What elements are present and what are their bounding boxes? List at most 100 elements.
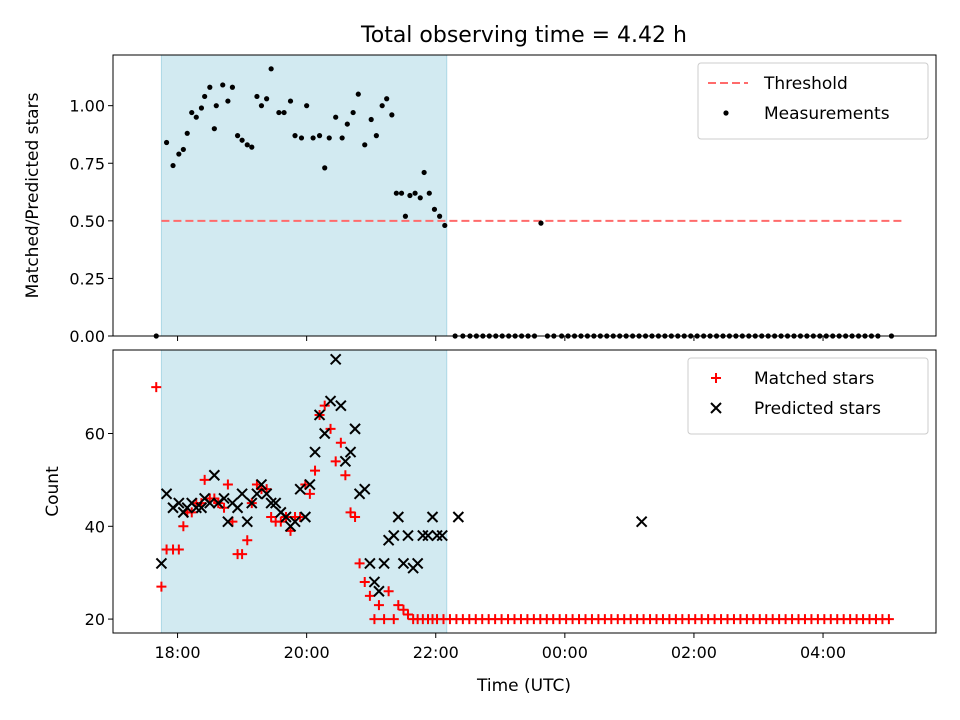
data-point [249, 144, 255, 150]
data-point [198, 105, 205, 111]
y-tick-label: 0.50 [69, 212, 105, 231]
data-point [339, 455, 352, 468]
data-point [359, 483, 371, 495]
data-point [173, 497, 185, 509]
data-point [368, 576, 381, 588]
data-point [426, 511, 439, 523]
data-point [268, 66, 274, 72]
legend: Matched stars Predicted stars [687, 357, 929, 435]
data-point [280, 511, 292, 523]
data-point [231, 502, 244, 514]
data-point [319, 400, 330, 411]
data-point [326, 135, 332, 141]
data-point [151, 382, 162, 393]
data-point [335, 437, 346, 448]
data-point [364, 557, 376, 570]
data-point [389, 112, 395, 118]
data-point [402, 213, 409, 219]
data-point [402, 609, 413, 620]
data-point [304, 103, 310, 109]
data-point [234, 133, 241, 139]
data-point [313, 409, 326, 421]
data-point [431, 206, 438, 212]
plot-frame [112, 349, 937, 634]
data-point [422, 529, 434, 542]
data-point [329, 353, 342, 365]
bottom-panel: 20 40 60 18:00 20:00 22:00 00:00 02:00 04:00 Coun… [43, 349, 937, 662]
data-point [412, 190, 418, 196]
legend-marker [710, 402, 722, 414]
legend-box [697, 62, 929, 140]
data-point [330, 456, 341, 467]
data-point [173, 544, 184, 555]
data-point [431, 529, 443, 542]
data-point [350, 512, 361, 523]
x-tick-label: 02:00 [671, 643, 717, 662]
data-point [392, 511, 405, 523]
y-axis-label: Matched/Predicted stars [23, 92, 43, 298]
x-tick-label: 04:00 [800, 643, 846, 662]
legend-label: Matched stars [754, 369, 874, 389]
observing-window [160, 349, 448, 634]
data-point [310, 135, 316, 141]
data-point [397, 557, 410, 570]
data-point [236, 488, 248, 500]
data-point [340, 470, 351, 481]
series-predicted-stars [155, 353, 648, 597]
legend-box [687, 357, 929, 435]
data-point [298, 135, 305, 141]
data-point [379, 103, 385, 109]
data-point [373, 133, 379, 139]
data-point [304, 478, 316, 491]
data-point [207, 84, 213, 90]
y-tick-label: 0.75 [69, 154, 105, 173]
data-point [199, 474, 210, 485]
data-point [402, 529, 414, 542]
data-point [211, 126, 217, 132]
data-point [160, 488, 173, 500]
top-panel: 0.00 0.25 0.50 0.75 1.00 Matched/Predicted st… [23, 54, 937, 346]
data-point [538, 220, 544, 226]
y-tick-label: 20 [85, 610, 105, 629]
data-point [368, 116, 374, 123]
data-point [193, 114, 199, 120]
data-point [411, 557, 424, 570]
y-tick-label: 40 [85, 517, 105, 536]
data-point [190, 502, 202, 514]
data-point [269, 497, 282, 509]
data-point [246, 497, 258, 509]
data-point [237, 549, 248, 560]
data-point [883, 614, 894, 625]
data-point [287, 98, 294, 104]
data-point [436, 529, 448, 542]
data-point [265, 497, 277, 509]
data-point [452, 511, 465, 523]
data-point [244, 142, 250, 148]
x-axis-label: Time (UTC) [476, 676, 571, 696]
data-point [388, 529, 400, 542]
data-point [251, 488, 263, 500]
legend: Threshold Measurements [697, 62, 929, 140]
data-point [349, 423, 361, 435]
data-point [339, 135, 345, 141]
data-point [437, 213, 443, 219]
data-point [220, 82, 226, 88]
data-point [180, 146, 186, 153]
data-point [213, 103, 219, 109]
data-point [176, 151, 182, 157]
data-point [222, 479, 233, 490]
data-point [229, 84, 236, 90]
data-point [373, 585, 385, 597]
data-point [635, 515, 648, 528]
data-point [344, 446, 357, 458]
data-point [393, 600, 404, 611]
data-point [383, 586, 394, 597]
series-matched-stars [151, 382, 894, 625]
data-point [289, 515, 301, 528]
data-point [258, 103, 265, 109]
data-point [442, 222, 448, 229]
data-point [294, 483, 306, 495]
data-point [264, 96, 270, 102]
data-point [204, 497, 216, 509]
y-tick-label: 0.00 [69, 327, 105, 346]
